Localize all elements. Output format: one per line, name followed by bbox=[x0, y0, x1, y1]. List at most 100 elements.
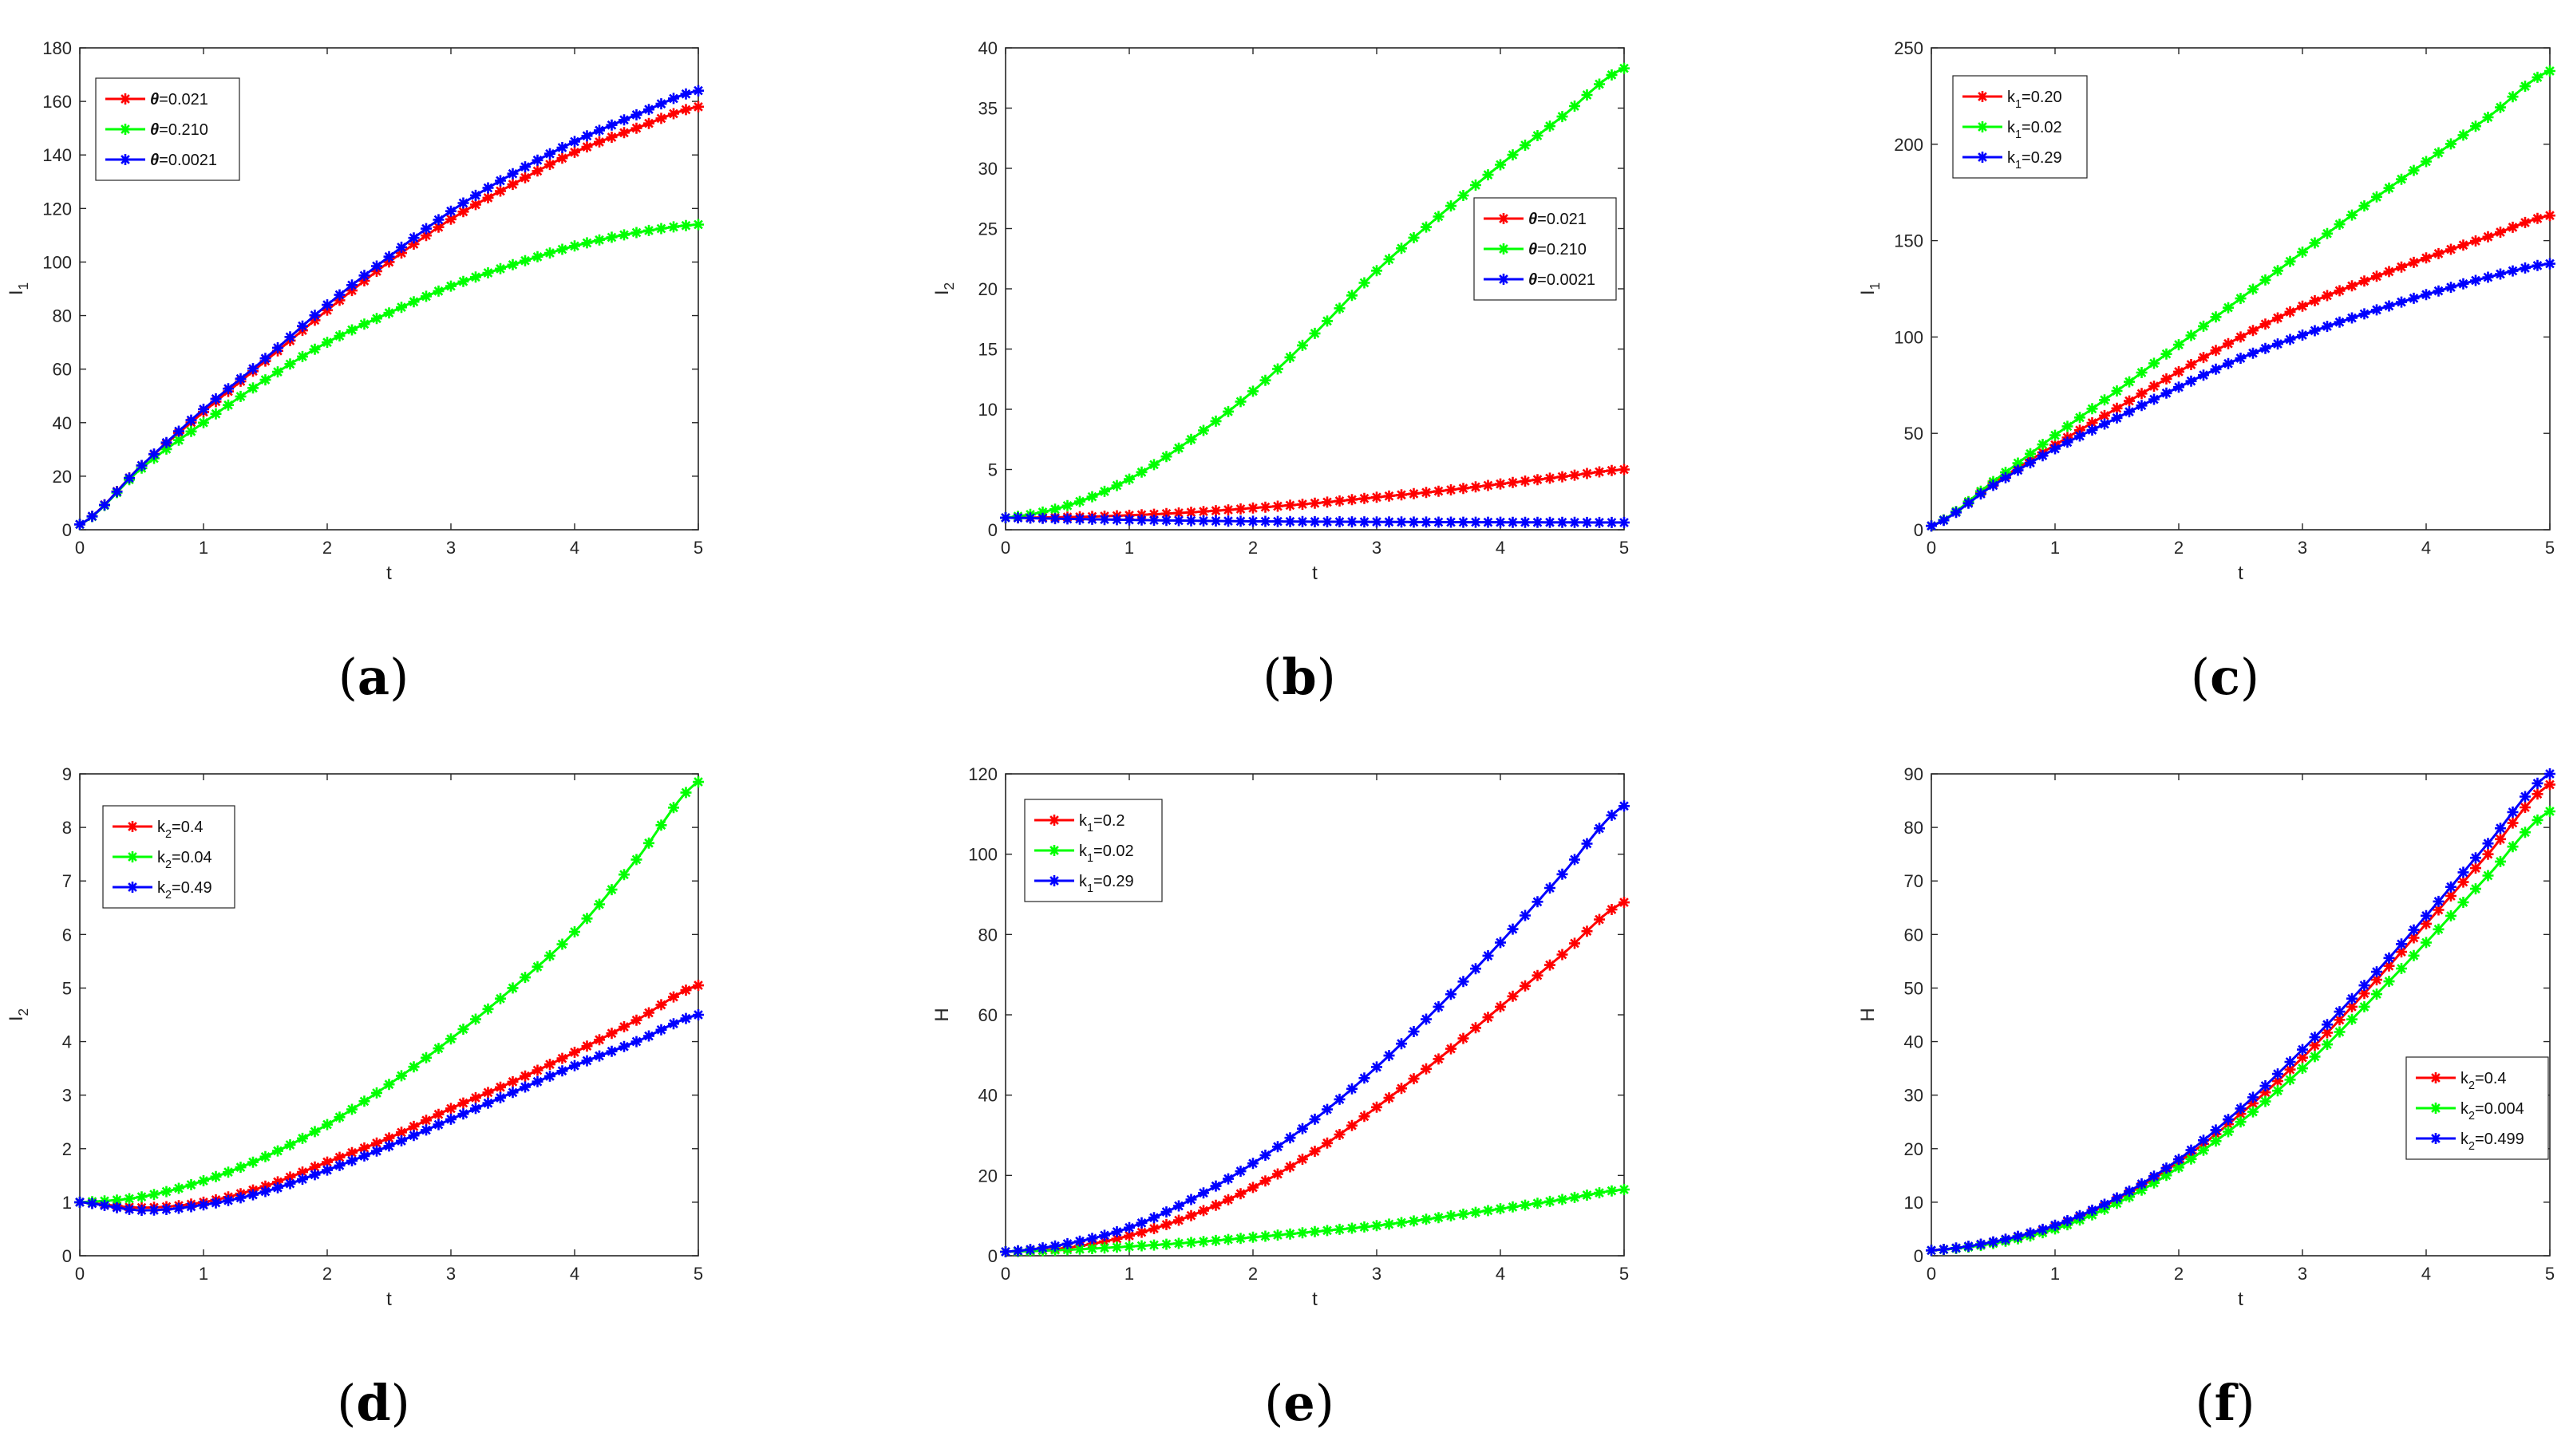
data-point-marker bbox=[1185, 433, 1197, 445]
data-point-marker bbox=[2371, 270, 2382, 282]
data-point-marker bbox=[2396, 946, 2407, 958]
data-point-marker bbox=[556, 243, 568, 255]
legend-marker-swatch bbox=[1049, 845, 1060, 856]
data-point-marker bbox=[2247, 1097, 2259, 1109]
data-point-marker bbox=[1210, 505, 1222, 517]
data-point-marker bbox=[1297, 499, 1308, 511]
legend-marker-swatch bbox=[1049, 815, 1060, 826]
data-point-marker bbox=[445, 1103, 457, 1115]
data-point-marker bbox=[1074, 513, 1085, 525]
y-tick-label: 20 bbox=[53, 467, 72, 487]
data-point-marker bbox=[2445, 243, 2456, 255]
data-point-marker bbox=[2495, 855, 2506, 867]
data-point-marker bbox=[346, 1146, 358, 1158]
y-axis-label-subscript: 1 bbox=[1867, 282, 1883, 290]
data-point-marker bbox=[1532, 969, 1543, 981]
data-point-marker bbox=[1160, 515, 1172, 527]
legend-subscript: 2 bbox=[165, 858, 172, 871]
data-point-marker bbox=[334, 289, 346, 301]
y-tick-label: 0 bbox=[988, 1246, 998, 1266]
data-point-marker bbox=[1470, 481, 1481, 493]
legend-label: θ=0.021 bbox=[1528, 211, 1587, 228]
data-point-marker bbox=[2012, 464, 2024, 476]
data-point-marker bbox=[1421, 1213, 1432, 1225]
data-point-marker bbox=[2297, 1052, 2308, 1063]
legend-subscript: 1 bbox=[2015, 98, 2022, 111]
legend-entry: k1=0.02 bbox=[1962, 119, 2062, 141]
legend-value: =0.4 bbox=[2475, 1070, 2506, 1087]
data-point-marker bbox=[396, 241, 407, 253]
data-point-marker bbox=[408, 1120, 420, 1132]
data-point-marker bbox=[2507, 806, 2519, 818]
data-point-marker bbox=[210, 1197, 222, 1209]
data-point-marker bbox=[223, 399, 234, 411]
data-point-marker bbox=[1532, 896, 1543, 908]
data-point-marker bbox=[2334, 285, 2346, 297]
data-point-marker bbox=[1544, 1195, 1555, 1207]
data-point-marker bbox=[2334, 1026, 2346, 1038]
data-point-marker bbox=[1210, 1234, 1222, 1246]
data-point-marker bbox=[495, 185, 506, 197]
data-point-marker bbox=[2408, 932, 2420, 944]
data-point-marker bbox=[2173, 381, 2184, 393]
data-point-marker bbox=[2210, 345, 2222, 357]
data-point-marker bbox=[2284, 255, 2296, 267]
data-point-marker bbox=[1544, 959, 1555, 971]
caption-close-paren: ) bbox=[2240, 648, 2259, 706]
data-point-marker bbox=[1322, 1137, 1333, 1149]
data-point-marker bbox=[1445, 988, 1456, 1000]
y-axis-label-subscript: 2 bbox=[941, 282, 957, 290]
data-point-marker bbox=[532, 1064, 543, 1076]
data-point-marker bbox=[643, 104, 654, 116]
x-tick-label: 5 bbox=[2545, 538, 2555, 558]
data-point-marker bbox=[2210, 363, 2222, 375]
plot-area bbox=[1931, 773, 2551, 1257]
data-point-marker bbox=[1198, 515, 1209, 527]
data-point-marker bbox=[1371, 265, 1382, 277]
legend-marker-swatch bbox=[127, 821, 138, 832]
y-tick-label: 100 bbox=[968, 845, 998, 865]
data-point-marker bbox=[1408, 1073, 1420, 1085]
panel-caption: (b) bbox=[1263, 648, 1336, 706]
legend-symbol: k bbox=[2460, 1100, 2469, 1118]
data-point-marker bbox=[680, 219, 692, 231]
data-point-marker bbox=[2532, 777, 2543, 789]
data-point-marker bbox=[1061, 513, 1073, 525]
data-point-marker bbox=[2259, 318, 2271, 330]
data-point-marker bbox=[2520, 827, 2531, 838]
data-point-marker bbox=[2383, 976, 2395, 988]
data-point-marker bbox=[1297, 339, 1308, 351]
data-point-marker bbox=[1235, 1233, 1247, 1245]
data-point-marker bbox=[457, 1097, 469, 1109]
caption-open-paren: ( bbox=[2195, 1374, 2214, 1432]
data-point-marker bbox=[358, 1095, 370, 1107]
data-point-marker bbox=[371, 260, 382, 272]
data-point-marker bbox=[2457, 897, 2469, 908]
series-b-2 bbox=[1000, 511, 1630, 528]
data-point-marker bbox=[1926, 520, 1937, 532]
data-point-marker bbox=[1259, 1150, 1271, 1161]
data-point-marker bbox=[507, 982, 519, 994]
legend-symbol: k bbox=[2007, 119, 2016, 136]
data-point-marker bbox=[2160, 1170, 2172, 1182]
data-point-marker bbox=[2544, 258, 2555, 270]
y-tick-label: 10 bbox=[1904, 1193, 1923, 1213]
data-point-marker bbox=[581, 237, 593, 249]
data-point-marker bbox=[2247, 347, 2259, 359]
x-tick-label: 3 bbox=[1372, 538, 1381, 558]
data-point-marker bbox=[1210, 515, 1222, 527]
x-tick-label: 1 bbox=[2050, 538, 2060, 558]
data-point-marker bbox=[259, 374, 271, 386]
y-tick-label: 5 bbox=[62, 978, 72, 998]
data-point-marker bbox=[396, 1134, 407, 1146]
data-point-marker bbox=[1606, 69, 1618, 81]
y-tick-label: 40 bbox=[1904, 1032, 1923, 1052]
y-tick-label: 25 bbox=[978, 219, 998, 239]
data-point-marker bbox=[1581, 89, 1593, 101]
data-point-marker bbox=[1272, 515, 1283, 527]
data-point-marker bbox=[185, 1178, 197, 1190]
data-point-marker bbox=[396, 1127, 407, 1138]
data-point-marker bbox=[1173, 1237, 1184, 1249]
data-point-marker bbox=[2136, 1178, 2148, 1190]
